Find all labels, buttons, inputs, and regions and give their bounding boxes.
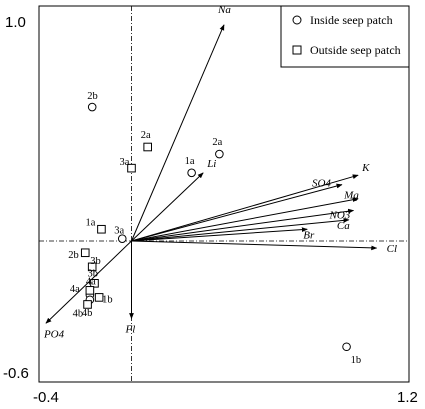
plot-frame (38, 5, 410, 383)
outside-point-4a-6 (85, 286, 95, 295)
vector-arrow-ca (131, 217, 350, 242)
vector-label-so4: SO4 (312, 178, 331, 190)
outside-point-3a-1 (127, 163, 136, 173)
outside-point-label-3b-5: 3b (88, 268, 99, 279)
inside-point-label-2b-0: 2b (87, 91, 98, 102)
vector-arrow-mg (131, 197, 359, 242)
vector-label-k: K (361, 162, 370, 174)
vector-arrow-cl (131, 240, 378, 251)
inside-point-label-4a-4: 4a (70, 284, 80, 295)
vector-label-cl: Cl (387, 243, 397, 255)
inside-point-2a-1 (215, 149, 224, 159)
vector-label-fl: Fl (125, 324, 136, 336)
outside-point-label-2b-3: 2b (68, 250, 79, 261)
inside-point-label-2a-1: 2a (212, 137, 222, 148)
vector-label-ca: Ca (337, 220, 350, 232)
inside-point-label-3a-3: 3a (114, 226, 124, 237)
outside-point-2a-0 (143, 142, 152, 152)
vector-arrow-k (131, 174, 359, 242)
outside-point-1a-2 (97, 224, 106, 234)
vector-arrow-po4 (45, 240, 132, 324)
legend-circle-marker (292, 15, 302, 25)
outside-point-label-1a-2: 1a (85, 217, 95, 228)
vector-arrow-so4 (131, 183, 343, 242)
legend-box (280, 5, 410, 68)
outside-point-label-4b-8: 4b (73, 308, 84, 319)
x-tick-label-left: -0.4 (33, 389, 59, 406)
legend: Inside seep patch Outside seep patch (280, 5, 410, 68)
y-tick-label-bottom: -0.6 (3, 365, 29, 382)
inside-point-label-1a-2: 1a (185, 156, 195, 167)
legend-label-inside: Inside seep patch (310, 13, 393, 27)
outside-point-3b-4 (87, 262, 97, 272)
vector-arrow-na (131, 24, 225, 242)
inside-point-1b-6 (342, 342, 351, 352)
outside-point-4b-8 (83, 300, 92, 309)
vector-arrow-li (131, 172, 204, 242)
vector-label-mg: Mg (343, 190, 359, 202)
vector-arrow-no3 (131, 208, 355, 242)
vector-label-na: Na (217, 4, 231, 16)
outside-point-label-3b-4: 3b (90, 256, 101, 267)
outside-point-label-4a-6: 4a (86, 276, 96, 287)
outside-point-label-3a-1: 3a (120, 157, 130, 168)
inside-point-2b-0 (87, 102, 97, 112)
inside-point-label-4b-5: 4b (82, 308, 93, 319)
vector-label-li: Li (206, 158, 216, 170)
inside-point-3a-3 (117, 234, 127, 243)
outside-point-1b-7 (94, 293, 104, 302)
vector-label-br: Br (303, 229, 315, 241)
vector-label-po4: PO4 (43, 328, 65, 340)
inside-point-1a-2 (187, 168, 196, 178)
outside-point-label-1b-7: 1b (102, 294, 113, 305)
vector-arrow-br (131, 227, 308, 242)
legend-square-marker (292, 45, 302, 55)
inside-point-label-1b-6: 1b (351, 355, 362, 366)
outside-point-2b-3 (80, 248, 90, 258)
legend-label-outside: Outside seep patch (310, 43, 401, 57)
x-tick-label-right: 1.2 (397, 389, 418, 406)
y-tick-label-top: 1.0 (5, 14, 26, 31)
outside-point-label-2a-0: 2a (141, 130, 151, 141)
outside-point-3b-5 (90, 279, 99, 288)
